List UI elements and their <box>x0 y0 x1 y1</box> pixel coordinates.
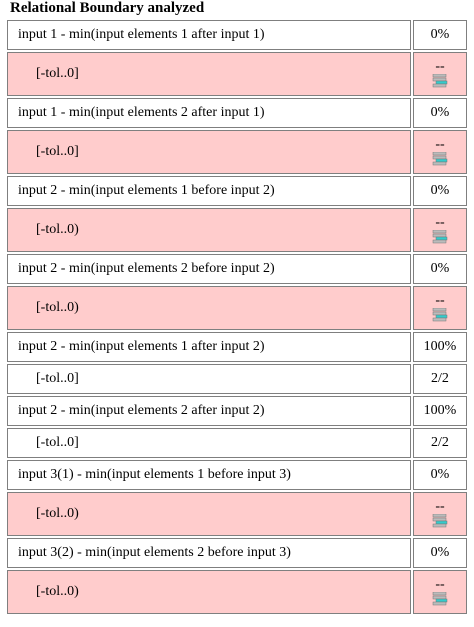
icon-bar <box>432 161 447 165</box>
result: -- <box>413 130 467 174</box>
header-row: input 2 - min(input elements 2 after inp… <box>7 396 467 426</box>
row-value: 100% <box>413 396 467 426</box>
icon-bar <box>435 236 448 240</box>
icon-bar <box>432 77 447 81</box>
icon-bar <box>432 155 447 159</box>
header-row: input 2 - min(input elements 1 after inp… <box>7 332 467 362</box>
coverage-icon <box>432 591 448 605</box>
tolerance: [-tol..0] <box>7 52 411 96</box>
icon-bar <box>432 239 447 243</box>
row-label: input 3(1) - min(input elements 1 before… <box>7 460 411 490</box>
icon-bar <box>432 523 447 527</box>
icon-bar <box>432 233 447 237</box>
icon-bar <box>432 595 447 599</box>
icon-bar <box>432 601 447 605</box>
detail-row: [-tol..0) -- <box>7 208 467 252</box>
row-value: 0% <box>413 538 467 568</box>
row-label: input 1 - min(input elements 1 after inp… <box>7 20 411 50</box>
title: Relational Boundary analyzed <box>10 0 205 16</box>
icon-bar <box>432 517 447 521</box>
result: 2/2 <box>413 428 467 458</box>
row-label: input 3(2) - min(input elements 2 before… <box>7 538 411 568</box>
result: 2/2 <box>413 364 467 394</box>
icon-bar <box>432 229 447 233</box>
table-body: input 1 - min(input elements 1 after inp… <box>7 20 467 614</box>
coverage-icon <box>432 73 448 87</box>
tolerance: [-tol..0] <box>7 428 411 458</box>
icon-bar <box>432 73 447 77</box>
result-text: -- <box>435 58 445 74</box>
header-row: input 3(2) - min(input elements 2 before… <box>7 538 467 568</box>
detail-row: [-tol..0) -- <box>7 286 467 330</box>
result-text: 2/2 <box>431 435 449 450</box>
result-text: -- <box>435 498 445 514</box>
result: -- <box>413 570 467 614</box>
tolerance: [-tol..0] <box>7 364 411 394</box>
row-label: input 1 - min(input elements 2 after inp… <box>7 98 411 128</box>
coverage-icon <box>432 513 448 527</box>
result-text: -- <box>435 136 445 152</box>
results-table: input 1 - min(input elements 1 after inp… <box>5 18 469 616</box>
coverage-icon <box>432 229 448 243</box>
icon-bar <box>432 307 447 311</box>
icon-bar <box>432 513 447 517</box>
row-label: input 2 - min(input elements 1 after inp… <box>7 332 411 362</box>
icon-bar <box>432 311 447 315</box>
icon-bar <box>435 158 448 162</box>
detail-row: [-tol..0) -- <box>7 492 467 536</box>
tolerance: [-tol..0) <box>7 570 411 614</box>
detail-row: [-tol..0] -- <box>7 52 467 96</box>
result: -- <box>413 286 467 330</box>
coverage-icon <box>432 307 448 321</box>
result: -- <box>413 208 467 252</box>
result: -- <box>413 52 467 96</box>
row-value: 0% <box>413 460 467 490</box>
result-text: -- <box>435 292 445 308</box>
result: -- <box>413 492 467 536</box>
header-row: input 3(1) - min(input elements 1 before… <box>7 460 467 490</box>
row-label: input 2 - min(input elements 2 after inp… <box>7 396 411 426</box>
header-row: input 2 - min(input elements 1 before in… <box>7 176 467 206</box>
tolerance: [-tol..0] <box>7 130 411 174</box>
icon-bar <box>432 591 447 595</box>
detail-row: [-tol..0] 2/2 <box>7 428 467 458</box>
header-row: input 1 - min(input elements 1 after inp… <box>7 20 467 50</box>
icon-bar <box>435 598 448 602</box>
tolerance: [-tol..0) <box>7 492 411 536</box>
icon-bar <box>432 83 447 87</box>
row-value: 0% <box>413 98 467 128</box>
detail-row: [-tol..0) -- <box>7 570 467 614</box>
tolerance: [-tol..0) <box>7 208 411 252</box>
tolerance: [-tol..0) <box>7 286 411 330</box>
detail-row: [-tol..0] -- <box>7 130 467 174</box>
icon-bar <box>435 80 448 84</box>
row-label: input 2 - min(input elements 1 before in… <box>7 176 411 206</box>
row-value: 0% <box>413 20 467 50</box>
coverage-icon <box>432 151 448 165</box>
icon-bar <box>432 151 447 155</box>
icon-bar <box>432 317 447 321</box>
result-text: -- <box>435 576 445 592</box>
header-row: input 2 - min(input elements 2 before in… <box>7 254 467 284</box>
row-value: 100% <box>413 332 467 362</box>
row-value: 0% <box>413 176 467 206</box>
icon-bar <box>435 520 448 524</box>
icon-bar <box>435 314 448 318</box>
row-value: 0% <box>413 254 467 284</box>
result-text: -- <box>435 214 445 230</box>
header-row: input 1 - min(input elements 2 after inp… <box>7 98 467 128</box>
result-text: 2/2 <box>431 371 449 386</box>
detail-row: [-tol..0] 2/2 <box>7 364 467 394</box>
row-label: input 2 - min(input elements 2 before in… <box>7 254 411 284</box>
